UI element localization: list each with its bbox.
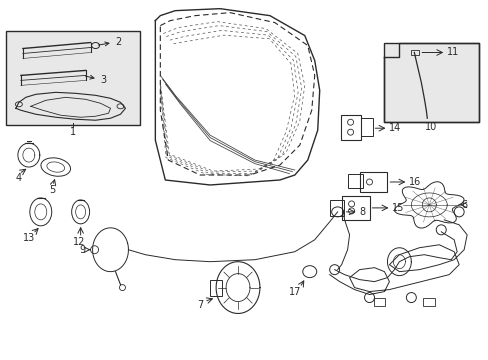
Text: 11: 11 [447,48,459,58]
Bar [373,298,385,306]
Text: 17: 17 [288,287,301,297]
Text: 7: 7 [197,300,203,310]
Text: 8: 8 [359,207,365,217]
Text: 15: 15 [392,203,404,213]
Bar [384,42,478,122]
Text: 2: 2 [98,36,122,46]
Text: 12: 12 [72,237,84,247]
Bar [210,280,222,296]
Bar [410,50,419,55]
Text: 16: 16 [408,177,421,187]
Text: 1: 1 [69,127,76,137]
Bar [340,115,360,140]
Text: 9: 9 [80,245,85,255]
Bar [341,196,369,220]
Text: 6: 6 [460,200,467,210]
Bar [423,298,434,306]
Bar [6,31,140,125]
Text: 4: 4 [16,173,22,183]
Bar [359,172,386,192]
Text: 14: 14 [388,123,401,133]
Bar [329,200,343,216]
Text: 10: 10 [424,122,436,132]
Text: 5: 5 [49,185,56,195]
Bar [360,118,372,136]
Bar [347,174,362,188]
Text: 3: 3 [85,75,106,85]
Text: 13: 13 [22,233,35,243]
